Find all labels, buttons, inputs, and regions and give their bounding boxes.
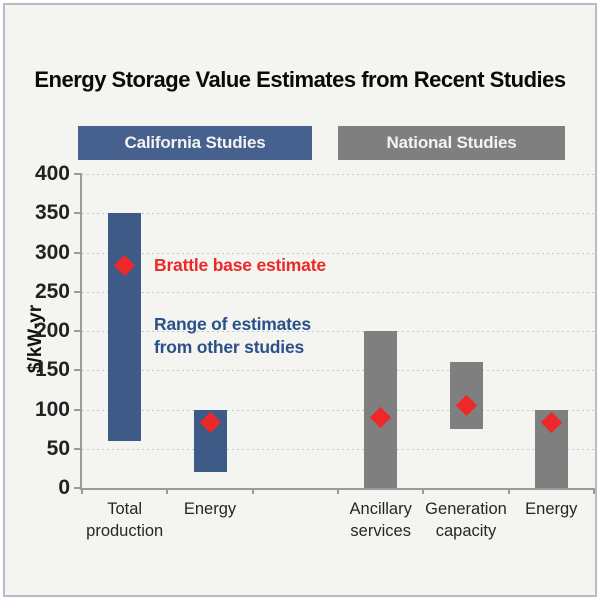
y-tick-mark-200 <box>74 330 82 332</box>
range-bar-total-production <box>108 213 142 441</box>
y-tick-label-400: 400 <box>34 162 70 185</box>
gridline-150 <box>82 370 594 372</box>
x-category-label: Energy <box>183 500 237 518</box>
y-tick-label-50: 50 <box>46 436 70 460</box>
gridline-200 <box>82 331 594 332</box>
legend-base-estimate-label: Brattle base estimate <box>154 255 326 275</box>
y-tick-label-150: 150 <box>34 358 70 382</box>
y-tick-label-0: 0 <box>58 476 70 499</box>
gridline-400 <box>82 174 594 175</box>
x-category-label: Energy <box>525 500 578 518</box>
y-tick-label-300: 300 <box>34 240 70 264</box>
plot-area: 400 350 300 250 200 150 100 50 0 Total production… <box>35 163 595 540</box>
y-tick-label-100: 100 <box>34 397 70 421</box>
gridline-250 <box>82 291 594 293</box>
x-tick-mark-6 <box>593 488 595 494</box>
y-tick-mark-100 <box>74 408 82 411</box>
y-tick-mark-0 <box>74 487 82 489</box>
y-tick-mark-400 <box>74 173 82 175</box>
x-category-label: Ancillary services <box>349 500 412 540</box>
y-tick-mark-350 <box>74 212 82 215</box>
x-tick-mark-4 <box>422 488 425 494</box>
x-category-label: Total production <box>86 500 164 540</box>
y-tick-mark-50 <box>74 447 82 450</box>
x-tick-mark-5 <box>507 488 510 494</box>
x-tick-mark-1 <box>166 488 169 494</box>
y-tick-mark-150 <box>74 369 82 372</box>
chart-title: Energy Storage Value Estimates from Rece… <box>34 67 566 92</box>
legend-range-label: Range of estimates from other studies <box>154 314 311 357</box>
figure-frame: Energy Storage Value Estimates from Rece… <box>3 3 597 597</box>
gridline-50 <box>82 448 594 450</box>
y-tick-mark-300 <box>74 251 82 254</box>
gridline-100 <box>82 409 594 411</box>
group-header-california: California Studies <box>78 126 312 160</box>
x-tick-mark-0 <box>81 488 83 494</box>
group-header-national-label: National Studies <box>386 133 517 152</box>
x-category-label: Generation capacity <box>425 500 507 540</box>
group-header-california-label: California Studies <box>124 133 266 152</box>
x-tick-mark-2 <box>251 488 254 494</box>
gridline-350 <box>82 213 594 215</box>
x-tick-mark-3 <box>337 488 339 494</box>
y-tick-mark-250 <box>74 290 82 293</box>
group-header-national: National Studies <box>338 126 565 160</box>
y-tick-label-350: 350 <box>34 201 70 225</box>
y-tick-label-250: 250 <box>34 279 70 303</box>
gridline-300 <box>82 252 594 254</box>
y-tick-label-200: 200 <box>34 319 70 342</box>
